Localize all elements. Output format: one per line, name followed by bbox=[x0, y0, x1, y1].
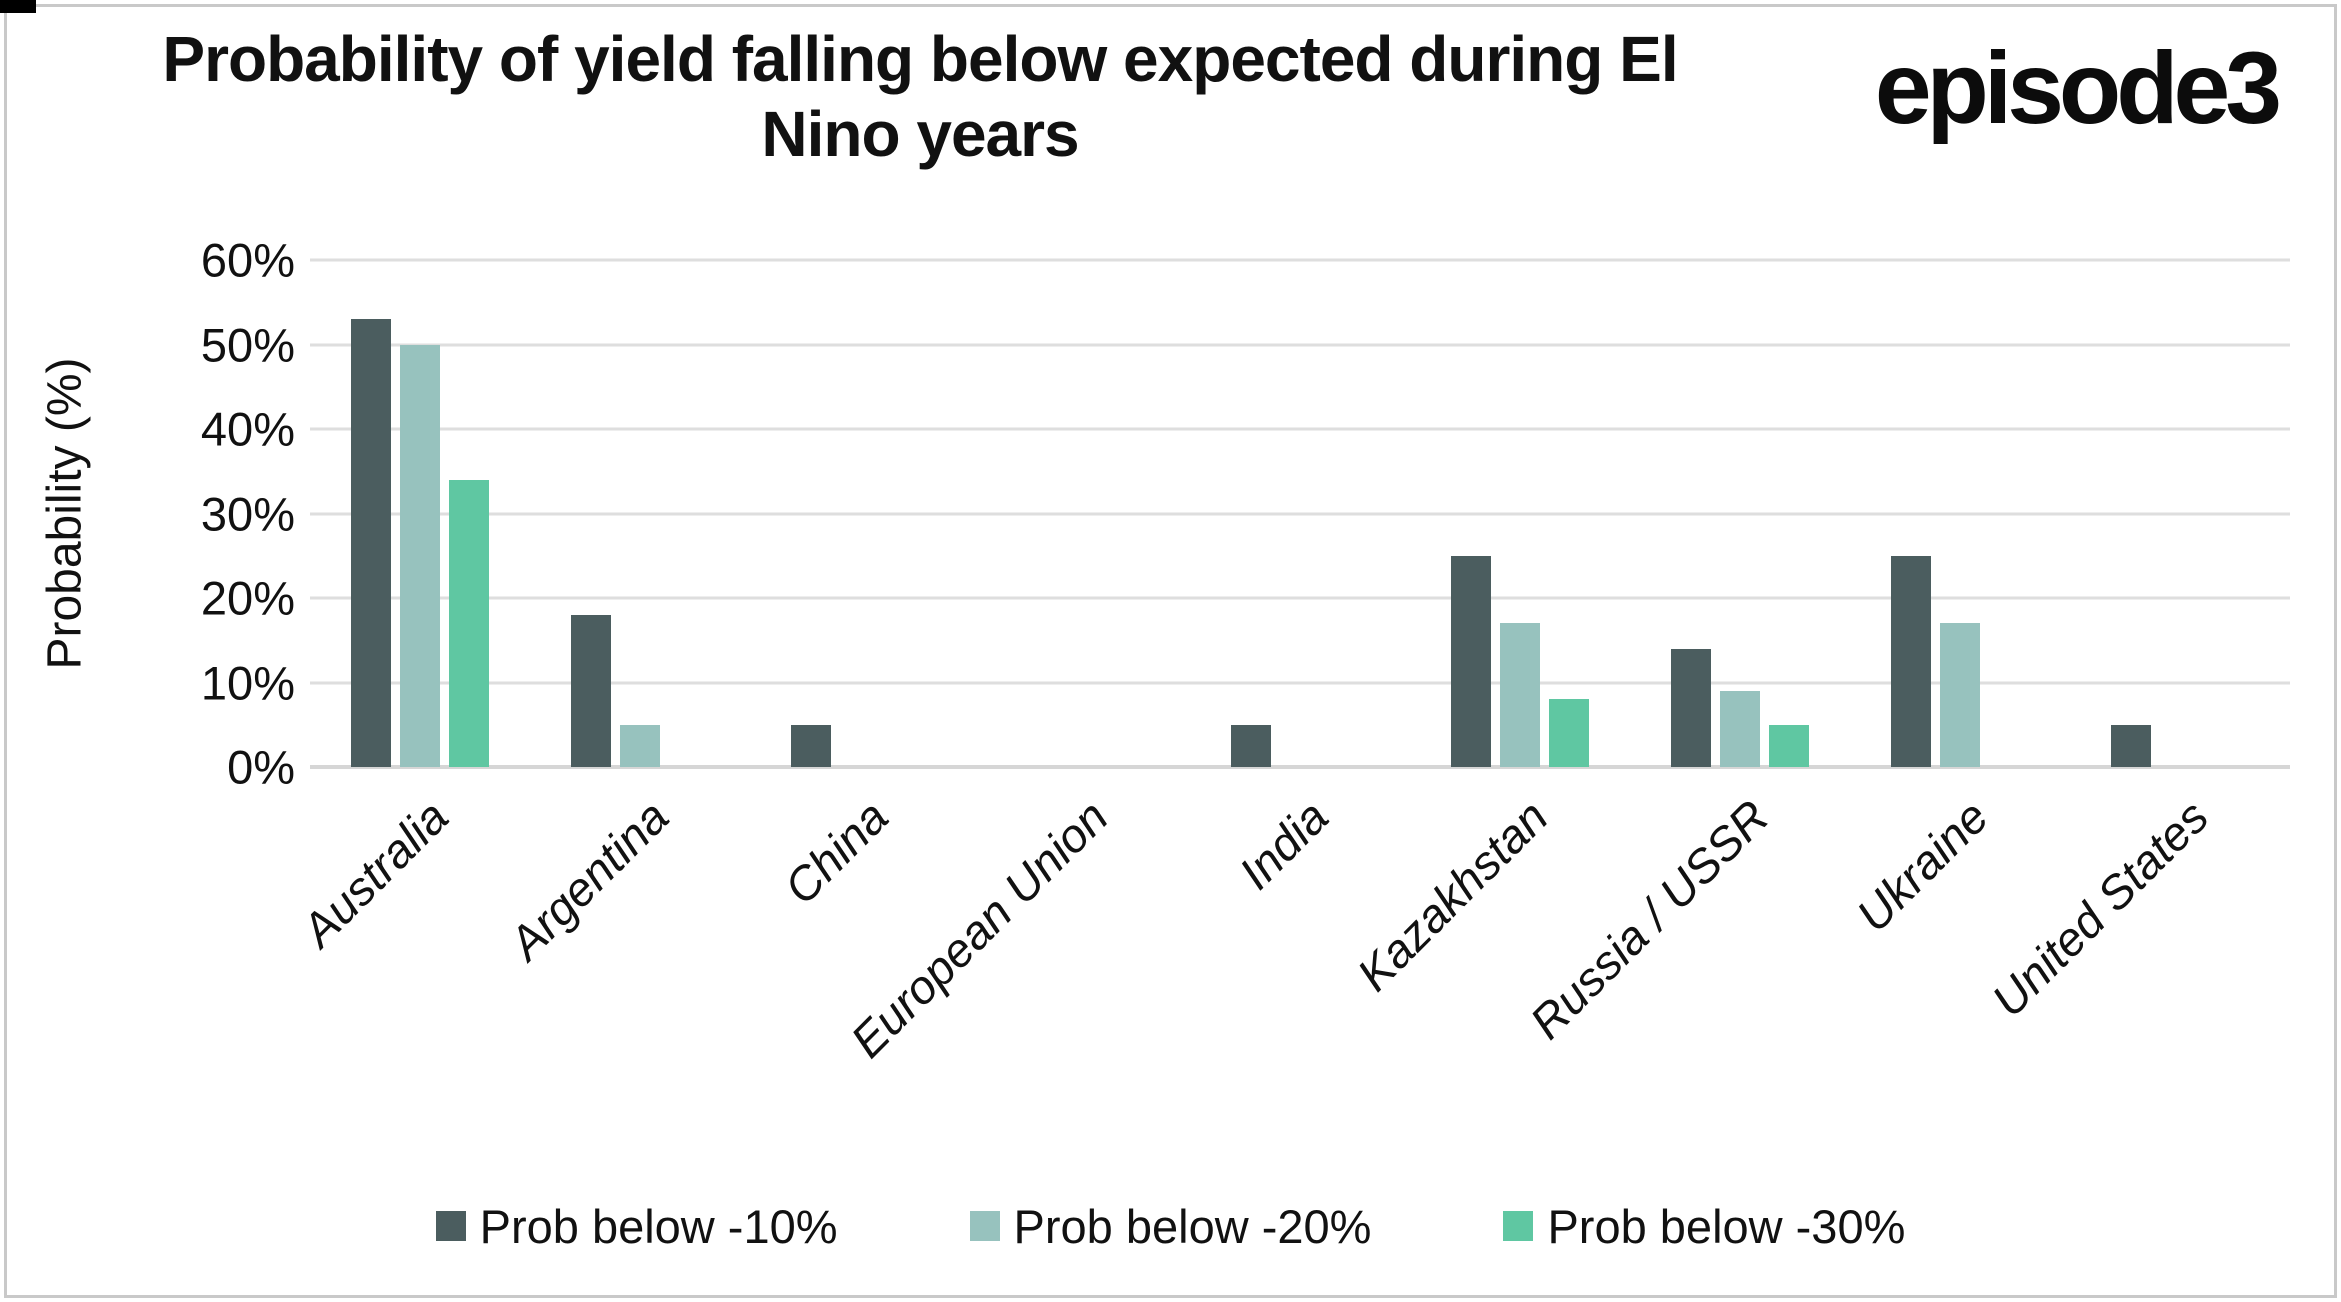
bar bbox=[1500, 623, 1540, 767]
chart-title-line2: Nino years bbox=[761, 98, 1079, 170]
bar bbox=[2111, 724, 2151, 767]
bar-group bbox=[750, 260, 970, 767]
brand-logo: episode3 bbox=[1874, 31, 2282, 145]
legend-swatch bbox=[1503, 1211, 1534, 1241]
bar bbox=[791, 724, 831, 767]
legend-swatch bbox=[435, 1211, 466, 1241]
bar bbox=[620, 724, 660, 767]
bar-group bbox=[970, 260, 1190, 767]
x-axis-line bbox=[310, 765, 2290, 769]
gridline bbox=[310, 512, 2290, 515]
chart-title: Probability of yield falling below expec… bbox=[70, 22, 1770, 172]
corner-artifact bbox=[0, 0, 36, 13]
x-category-label: Australia bbox=[291, 789, 459, 957]
x-axis-labels: Australia Argentina China European Union Ind… bbox=[291, 775, 2290, 1155]
bar bbox=[400, 344, 440, 767]
bar bbox=[571, 614, 611, 767]
bar bbox=[1231, 724, 1271, 767]
bar-group bbox=[1190, 260, 1410, 767]
bars-container bbox=[310, 260, 2290, 767]
legend-label: Prob below -30% bbox=[1547, 1199, 1906, 1253]
bar bbox=[1720, 690, 1760, 767]
bar-group bbox=[530, 260, 750, 767]
legend: Prob below -10% Prob below -20% Prob below… bbox=[0, 1196, 2341, 1256]
bar-group bbox=[1630, 260, 1850, 767]
bar bbox=[1940, 623, 1980, 767]
legend-item: Prob below -30% bbox=[1503, 1199, 1905, 1254]
bar-group bbox=[1410, 260, 1630, 767]
y-tick-label: 30% bbox=[200, 487, 295, 540]
legend-item: Prob below -20% bbox=[969, 1199, 1372, 1254]
y-tick-label: 20% bbox=[200, 571, 295, 625]
gridline bbox=[310, 596, 2290, 600]
bar bbox=[1451, 555, 1491, 767]
legend-label: Prob below -10% bbox=[479, 1199, 838, 1253]
x-label-slot: Russia / USSR bbox=[1519, 775, 1850, 1155]
bar-group bbox=[1850, 260, 2070, 767]
x-label-slot: Argentina bbox=[498, 775, 750, 1155]
plot-area bbox=[310, 258, 2290, 769]
bar bbox=[449, 479, 489, 767]
bar bbox=[1769, 724, 1809, 767]
x-label-slot: European Union bbox=[841, 775, 1190, 1155]
gridline bbox=[310, 258, 2290, 262]
legend-swatch bbox=[969, 1211, 1000, 1241]
gridline bbox=[310, 343, 2290, 346]
bar-group bbox=[2070, 260, 2290, 767]
y-axis-ticks: 60% 50% 40% 30% 20% 10% 0% bbox=[0, 234, 295, 794]
bar bbox=[351, 319, 391, 767]
bar-group bbox=[310, 260, 530, 767]
y-tick-label: 50% bbox=[200, 318, 295, 371]
bar bbox=[1671, 648, 1711, 767]
x-label-slot: United States bbox=[1981, 775, 2290, 1155]
y-tick-label: 10% bbox=[200, 656, 295, 709]
bar bbox=[1891, 555, 1931, 767]
gridline bbox=[310, 427, 2290, 431]
y-tick-label: 0% bbox=[227, 740, 295, 794]
chart-title-line1: Probability of yield falling below expec… bbox=[162, 23, 1678, 95]
x-category-label: India bbox=[1228, 789, 1339, 900]
bar bbox=[1549, 699, 1589, 767]
y-tick-label: 60% bbox=[200, 233, 295, 287]
x-category-label: Ukraine bbox=[1846, 789, 1999, 942]
x-label-slot: Australia bbox=[291, 775, 530, 1155]
legend-item: Prob below -10% bbox=[435, 1199, 838, 1254]
legend-label: Prob below -20% bbox=[1013, 1199, 1372, 1253]
gridline bbox=[310, 681, 2290, 684]
y-tick-label: 40% bbox=[200, 402, 295, 456]
x-category-label: China bbox=[773, 789, 899, 915]
